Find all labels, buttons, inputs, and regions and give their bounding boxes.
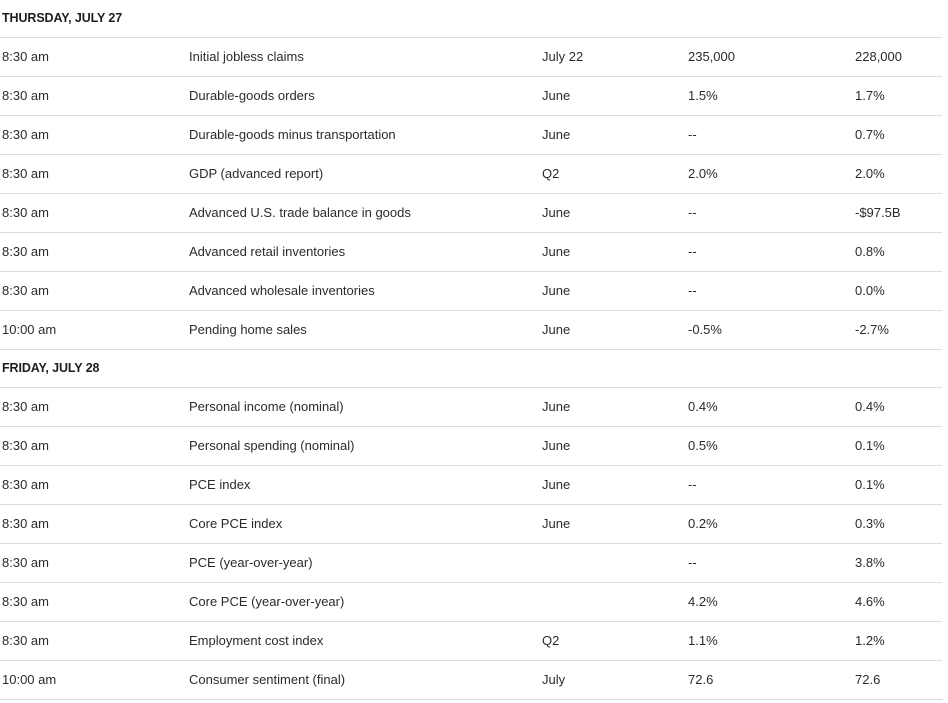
- release-time: 8:30 am: [2, 516, 49, 531]
- table-row: 8:30 am Personal spending (nominal) June…: [0, 427, 942, 466]
- previous-value: 3.8%: [855, 555, 885, 570]
- previous-value: 2.0%: [855, 166, 885, 181]
- release-time: 8:30 am: [2, 555, 49, 570]
- table-row: 10:00 am Consumer sentiment (final) July…: [0, 661, 942, 700]
- report-name: Durable-goods minus transportation: [189, 127, 396, 142]
- report-name: Employment cost index: [189, 633, 324, 648]
- table-row: 8:30 am Durable-goods minus transportati…: [0, 116, 942, 155]
- report-period: June: [542, 127, 571, 142]
- forecast-value: 0.4%: [688, 399, 718, 414]
- previous-value: 0.8%: [855, 244, 885, 259]
- report-period: June: [542, 477, 571, 492]
- table-row: 8:30 am Durable-goods orders June 1.5% 1…: [0, 77, 942, 116]
- forecast-value: -0.5%: [688, 322, 722, 337]
- report-name: Consumer sentiment (final): [189, 672, 346, 687]
- report-name: Advanced retail inventories: [189, 244, 346, 259]
- forecast-value: --: [688, 205, 697, 220]
- report-name: Core PCE (year-over-year): [189, 594, 345, 609]
- release-time: 8:30 am: [2, 438, 49, 453]
- day-header: FRIDAY, JULY 28: [0, 350, 942, 388]
- report-period: July: [542, 672, 566, 687]
- report-period: June: [542, 516, 571, 531]
- report-name: Durable-goods orders: [189, 88, 315, 103]
- release-time: 8:30 am: [2, 166, 49, 181]
- day-header: THURSDAY, JULY 27: [0, 0, 942, 38]
- previous-value: -2.7%: [855, 322, 889, 337]
- release-time: 10:00 am: [2, 672, 57, 687]
- previous-value: 0.1%: [855, 438, 885, 453]
- table-row: 8:30 am Advanced retail inventories June…: [0, 233, 942, 272]
- previous-value: 1.2%: [855, 633, 885, 648]
- report-name: GDP (advanced report): [189, 166, 324, 181]
- report-period: July 22: [542, 49, 584, 64]
- release-time: 8:30 am: [2, 49, 49, 64]
- previous-value: 72.6: [855, 672, 881, 687]
- previous-value: 0.1%: [855, 477, 885, 492]
- report-period: Q2: [542, 166, 560, 181]
- report-name: Advanced wholesale inventories: [189, 283, 375, 298]
- table-row: 8:30 am Core PCE (year-over-year) 4.2% 4…: [0, 583, 942, 622]
- forecast-value: --: [688, 127, 697, 142]
- report-period: June: [542, 322, 571, 337]
- release-time: 10:00 am: [2, 322, 57, 337]
- report-period: June: [542, 205, 571, 220]
- previous-value: 228,000: [855, 49, 902, 64]
- previous-value: 4.6%: [855, 594, 885, 609]
- previous-value: 0.7%: [855, 127, 885, 142]
- release-time: 8:30 am: [2, 88, 49, 103]
- table-row: 8:30 am Core PCE index June 0.2% 0.3%: [0, 505, 942, 544]
- report-name: Core PCE index: [189, 516, 283, 531]
- report-period: Q2: [542, 633, 560, 648]
- report-name: Pending home sales: [189, 322, 307, 337]
- table-row: 8:30 am Advanced wholesale inventories J…: [0, 272, 942, 311]
- table-row: 10:00 am Pending home sales June -0.5% -…: [0, 311, 942, 350]
- report-name: Advanced U.S. trade balance in goods: [189, 205, 411, 220]
- table-row: 8:30 am PCE index June -- 0.1%: [0, 466, 942, 505]
- forecast-value: 235,000: [688, 49, 735, 64]
- release-time: 8:30 am: [2, 477, 49, 492]
- report-name: Initial jobless claims: [189, 49, 304, 64]
- previous-value: 0.4%: [855, 399, 885, 414]
- day-header-label: THURSDAY, JULY 27: [2, 11, 123, 25]
- release-time: 8:30 am: [2, 127, 49, 142]
- forecast-value: 1.5%: [688, 88, 718, 103]
- forecast-value: --: [688, 283, 697, 298]
- report-period: June: [542, 88, 571, 103]
- release-time: 8:30 am: [2, 633, 49, 648]
- release-time: 8:30 am: [2, 399, 49, 414]
- forecast-value: 4.2%: [688, 594, 718, 609]
- forecast-value: --: [688, 244, 697, 259]
- forecast-value: --: [688, 477, 697, 492]
- forecast-value: --: [688, 555, 697, 570]
- previous-value: 1.7%: [855, 88, 885, 103]
- forecast-value: 2.0%: [688, 166, 718, 181]
- report-name: PCE (year-over-year): [189, 555, 313, 570]
- previous-value: 0.3%: [855, 516, 885, 531]
- table-row: 8:30 am PCE (year-over-year) -- 3.8%: [0, 544, 942, 583]
- release-time: 8:30 am: [2, 283, 49, 298]
- forecast-value: 0.5%: [688, 438, 718, 453]
- release-time: 8:30 am: [2, 205, 49, 220]
- table-row: 8:30 am Advanced U.S. trade balance in g…: [0, 194, 942, 233]
- previous-value: -$97.5B: [855, 205, 901, 220]
- report-period: June: [542, 283, 571, 298]
- release-time: 8:30 am: [2, 594, 49, 609]
- forecast-value: 1.1%: [688, 633, 718, 648]
- report-period: June: [542, 399, 571, 414]
- previous-value: 0.0%: [855, 283, 885, 298]
- table-row: 8:30 am Employment cost index Q2 1.1% 1.…: [0, 622, 942, 661]
- table-row: 8:30 am Personal income (nominal) June 0…: [0, 388, 942, 427]
- table-row: 8:30 am Initial jobless claims July 22 2…: [0, 38, 942, 77]
- day-header-label: FRIDAY, JULY 28: [2, 361, 100, 375]
- forecast-value: 0.2%: [688, 516, 718, 531]
- report-period: June: [542, 244, 571, 259]
- report-name: Personal spending (nominal): [189, 438, 355, 453]
- table-row: 8:30 am GDP (advanced report) Q2 2.0% 2.…: [0, 155, 942, 194]
- report-period: June: [542, 438, 571, 453]
- release-time: 8:30 am: [2, 244, 49, 259]
- report-name: Personal income (nominal): [189, 399, 344, 414]
- report-name: PCE index: [189, 477, 251, 492]
- forecast-value: 72.6: [688, 672, 714, 687]
